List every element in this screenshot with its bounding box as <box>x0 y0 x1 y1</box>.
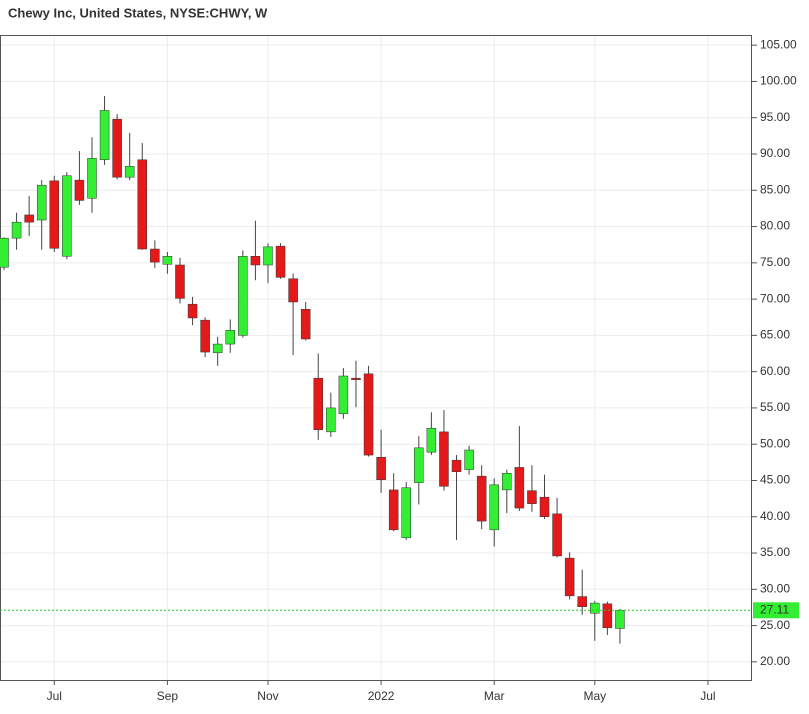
y-tick-label: 105.00 <box>760 37 797 51</box>
candle-body <box>11 221 22 239</box>
y-tick-label: 85.00 <box>760 182 790 196</box>
y-tick-label: 50.00 <box>760 436 790 450</box>
y-tick-label: 70.00 <box>760 291 790 305</box>
candle-body <box>414 447 424 483</box>
candle-body <box>124 166 135 178</box>
candle-body <box>212 343 223 354</box>
x-tick-label: Mar <box>484 689 505 703</box>
y-tick-label: 45.00 <box>760 473 790 487</box>
candle-body <box>338 375 349 414</box>
candle-body <box>326 407 336 433</box>
plot-frame <box>0 35 752 681</box>
candle-body <box>527 490 537 504</box>
candle-body <box>401 487 411 539</box>
candle-body <box>363 373 374 456</box>
candle-body <box>87 158 97 199</box>
candle-body <box>514 467 525 509</box>
candle-body <box>539 496 550 518</box>
candle-body <box>351 377 361 380</box>
candle-body <box>162 256 173 265</box>
candle-body <box>388 489 399 531</box>
candle-body <box>313 377 323 430</box>
y-tick-label: 20.00 <box>760 654 790 668</box>
last-price-label: 27.11 <box>760 602 789 616</box>
y-tick-label: 40.00 <box>760 509 790 523</box>
candle-body <box>426 427 437 453</box>
candle-body <box>564 557 575 597</box>
candle-body <box>250 256 261 266</box>
y-tick-label: 100.00 <box>760 74 797 88</box>
x-tick-label: Jul <box>700 689 715 703</box>
candle-body <box>476 475 487 522</box>
candle-body <box>99 110 110 161</box>
candle-body <box>300 309 311 340</box>
candle-body <box>150 248 160 263</box>
candle-body <box>376 457 386 481</box>
candle-body <box>288 278 298 303</box>
candle-body <box>225 330 236 345</box>
y-tick-label: 25.00 <box>760 618 790 632</box>
y-tick-label: 65.00 <box>760 328 790 342</box>
y-tick-label: 30.00 <box>760 581 790 595</box>
x-tick-label: Jul <box>47 689 62 703</box>
candle-body <box>577 596 587 607</box>
candle-body <box>187 303 198 319</box>
y-tick-label: 55.00 <box>760 400 790 414</box>
x-tick-label: Sep <box>157 689 179 703</box>
candle-body <box>439 431 449 487</box>
x-tick-label: Nov <box>257 689 278 703</box>
chart-title: Chewy Inc, United States, NYSE:CHWY, W <box>8 5 268 20</box>
candle-body <box>615 610 625 629</box>
candle-body <box>275 245 286 278</box>
x-tick-label: May <box>583 689 606 703</box>
candle-body <box>451 459 462 473</box>
candle-body <box>137 159 148 250</box>
candle-body <box>552 513 562 557</box>
last-price-box <box>753 602 799 619</box>
y-tick-label: 60.00 <box>760 364 790 378</box>
y-tick-label: 90.00 <box>760 146 790 160</box>
y-tick-label: 35.00 <box>760 545 790 559</box>
candle-body <box>502 472 512 491</box>
candle-body <box>489 484 499 531</box>
candle-body <box>590 602 600 614</box>
candle-body <box>464 449 474 470</box>
y-tick-label: 95.00 <box>760 110 790 124</box>
candle-body <box>74 179 85 201</box>
candle-body <box>263 246 273 266</box>
candle-body <box>112 118 122 178</box>
candle-body <box>238 256 248 336</box>
candle-body <box>62 175 72 257</box>
candle-body <box>0 237 9 268</box>
candle-body <box>36 184 47 221</box>
candle-body <box>602 603 613 629</box>
y-tick-label: 75.00 <box>760 255 790 269</box>
candle-body <box>200 319 210 353</box>
y-tick-label: 80.00 <box>760 219 790 233</box>
candle-body <box>175 264 185 299</box>
candle-body <box>49 180 60 249</box>
candle-body <box>24 214 34 223</box>
x-tick-label: 2022 <box>368 689 395 703</box>
